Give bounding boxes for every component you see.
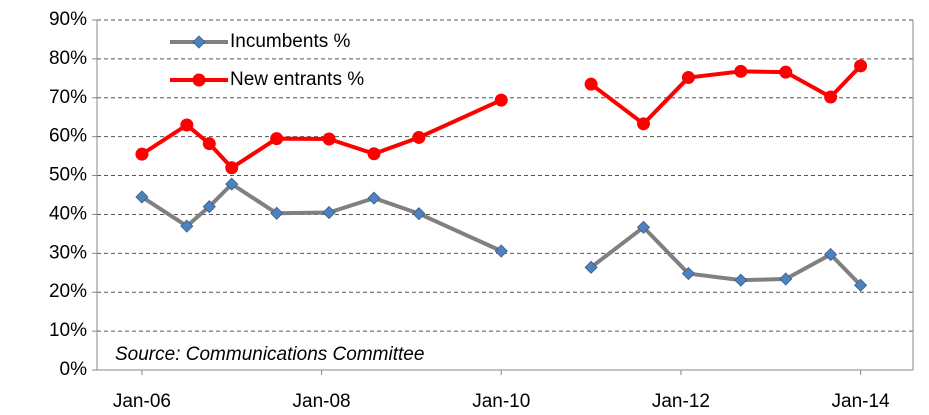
y-tick-label: 20% bbox=[49, 281, 87, 302]
legend-label: New entrants % bbox=[230, 69, 364, 90]
point bbox=[367, 147, 381, 161]
y-tick-label: 0% bbox=[60, 359, 88, 380]
point bbox=[681, 266, 695, 281]
point bbox=[202, 200, 216, 214]
x-tick-label: Jan-14 bbox=[832, 391, 891, 412]
y-tick-label: 70% bbox=[49, 87, 87, 108]
point bbox=[180, 219, 194, 233]
y-tick-label: 30% bbox=[49, 242, 87, 263]
point bbox=[636, 220, 651, 234]
point bbox=[412, 207, 426, 221]
legend-marker bbox=[192, 73, 206, 87]
series-line bbox=[140, 182, 863, 287]
legend-marker bbox=[192, 35, 206, 49]
point bbox=[494, 93, 508, 107]
point bbox=[135, 190, 149, 204]
point bbox=[734, 273, 748, 287]
y-tick-label: 60% bbox=[49, 126, 87, 147]
point bbox=[322, 205, 336, 220]
x-tick-label: Jan-10 bbox=[472, 391, 530, 412]
y-tick-label: 40% bbox=[49, 203, 87, 224]
point bbox=[824, 247, 838, 262]
point bbox=[367, 191, 381, 205]
point bbox=[135, 147, 149, 161]
point bbox=[734, 64, 748, 78]
legend-label: Incumbents % bbox=[230, 31, 350, 52]
point bbox=[636, 117, 650, 131]
y-tick-label: 90% bbox=[49, 9, 87, 30]
y-tick-label: 50% bbox=[49, 165, 87, 186]
point bbox=[779, 65, 793, 79]
point bbox=[225, 177, 239, 191]
point bbox=[584, 260, 598, 274]
x-tick-label: Jan-12 bbox=[652, 391, 710, 412]
point bbox=[322, 132, 336, 146]
x-tick-label: Jan-06 bbox=[113, 391, 171, 412]
point bbox=[681, 71, 695, 85]
point bbox=[494, 244, 508, 258]
point bbox=[225, 161, 239, 175]
point bbox=[854, 59, 868, 73]
point bbox=[824, 90, 838, 104]
point bbox=[412, 130, 426, 144]
annotation: Source: Communications Committee bbox=[115, 344, 424, 365]
point bbox=[270, 206, 284, 220]
point bbox=[779, 272, 793, 286]
y-tick-label: 10% bbox=[49, 320, 87, 341]
point bbox=[584, 77, 598, 91]
y-tick-label: 80% bbox=[49, 48, 87, 69]
point bbox=[270, 132, 284, 146]
point bbox=[854, 278, 868, 292]
x-tick-label: Jan-08 bbox=[293, 391, 351, 412]
point bbox=[180, 118, 194, 132]
point bbox=[202, 137, 216, 151]
